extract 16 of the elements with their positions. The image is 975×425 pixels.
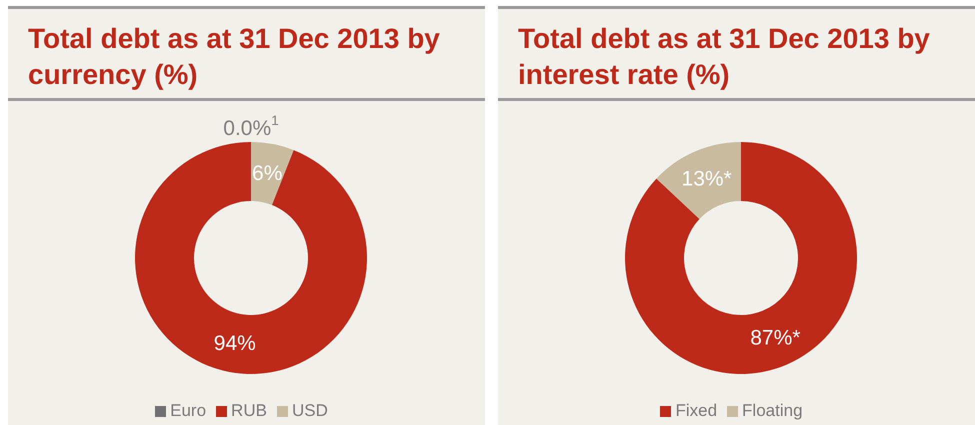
legend-label: Fixed bbox=[675, 401, 718, 420]
text: 0.0%$^{1}$ bbox=[223, 113, 279, 140]
legend-label: Euro bbox=[170, 401, 206, 420]
donut-slice bbox=[135, 142, 367, 374]
data-label: 94% bbox=[214, 331, 256, 354]
legend-label: Floating bbox=[742, 401, 803, 420]
donut-slice bbox=[625, 142, 857, 374]
legend-label: RUB bbox=[231, 401, 267, 420]
donut-slice bbox=[656, 142, 741, 219]
data-label: 13%* bbox=[682, 167, 732, 190]
donut-slice bbox=[251, 142, 294, 206]
chart-title: Total debt as at 31 Dec 2013 by currency (%) bbox=[28, 22, 441, 92]
chart-title: Total debt as at 31 Dec 2013 by interest rate (%) bbox=[518, 22, 931, 92]
legend-label: USD bbox=[292, 401, 328, 420]
data-label: 87%* bbox=[750, 326, 800, 349]
data-label: 6% bbox=[252, 162, 282, 185]
